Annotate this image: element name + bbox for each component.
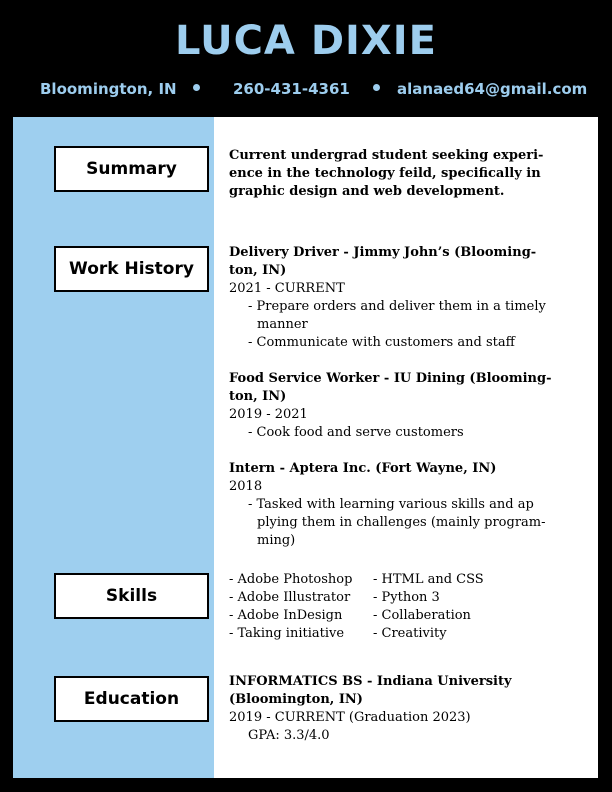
separator-dot (193, 84, 200, 91)
summary-line: graphic design and web development. (229, 184, 505, 199)
job-bullet: manner (257, 317, 308, 332)
skill-item: - Adobe Photoshop (229, 572, 353, 587)
skill-item: - Python 3 (373, 590, 440, 605)
skill-item: - Adobe Illustrator (229, 590, 351, 605)
job-title: ton, IN) (229, 263, 287, 278)
job-bullet: - Tasked with learning various skills an… (248, 497, 534, 512)
skill-item: - Adobe InDesign (229, 608, 343, 623)
job-bullet: - Prepare orders and deliver them in a t… (248, 299, 546, 314)
contact-location: Bloomington, IN (40, 80, 177, 98)
resume-name: LUCA DIXIE (175, 18, 437, 64)
education-heading: Education (54, 676, 209, 722)
skill-item: - Collaberation (373, 608, 471, 623)
sidebar-panel (13, 117, 214, 778)
work-history-heading: Work History (54, 246, 209, 292)
job-bullet: ming) (257, 533, 296, 548)
job-title: Intern - Aptera Inc. (Fort Wayne, IN) (229, 461, 497, 476)
job-title: ton, IN) (229, 389, 287, 404)
job-bullet: - Cook food and serve customers (248, 425, 464, 440)
separator-dot (373, 84, 380, 91)
degree-title: INFORMATICS BS - Indiana University (229, 674, 512, 689)
job-title: Food Service Worker - IU Dining (Bloomin… (229, 371, 552, 386)
education-dates: 2019 - CURRENT (Graduation 2023) (229, 710, 471, 725)
summary-line: ence in the technology feild, specifical… (229, 166, 541, 181)
job-dates: 2019 - 2021 (229, 407, 308, 422)
skill-item: - Creativity (373, 626, 447, 641)
skill-item: - HTML and CSS (373, 572, 484, 587)
job-bullet: plying them in challenges (mainly progra… (257, 515, 546, 530)
summary-line: Current undergrad student seeking experi… (229, 148, 544, 163)
degree-title: (Bloomington, IN) (229, 692, 363, 707)
job-dates: 2021 - CURRENT (229, 281, 345, 296)
education-gpa: GPA: 3.3/4.0 (248, 728, 330, 743)
job-bullet: - Communicate with customers and staff (248, 335, 515, 350)
skills-heading: Skills (54, 573, 209, 619)
skill-item: - Taking initiative (229, 626, 345, 641)
content-panel (214, 117, 598, 778)
contact-phone: 260-431-4361 (233, 80, 350, 98)
summary-heading: Summary (54, 146, 209, 192)
job-dates: 2018 (229, 479, 263, 494)
job-title: Delivery Driver - Jimmy John’s (Blooming… (229, 245, 537, 260)
contact-email: alanaed64@gmail.com (397, 80, 588, 98)
